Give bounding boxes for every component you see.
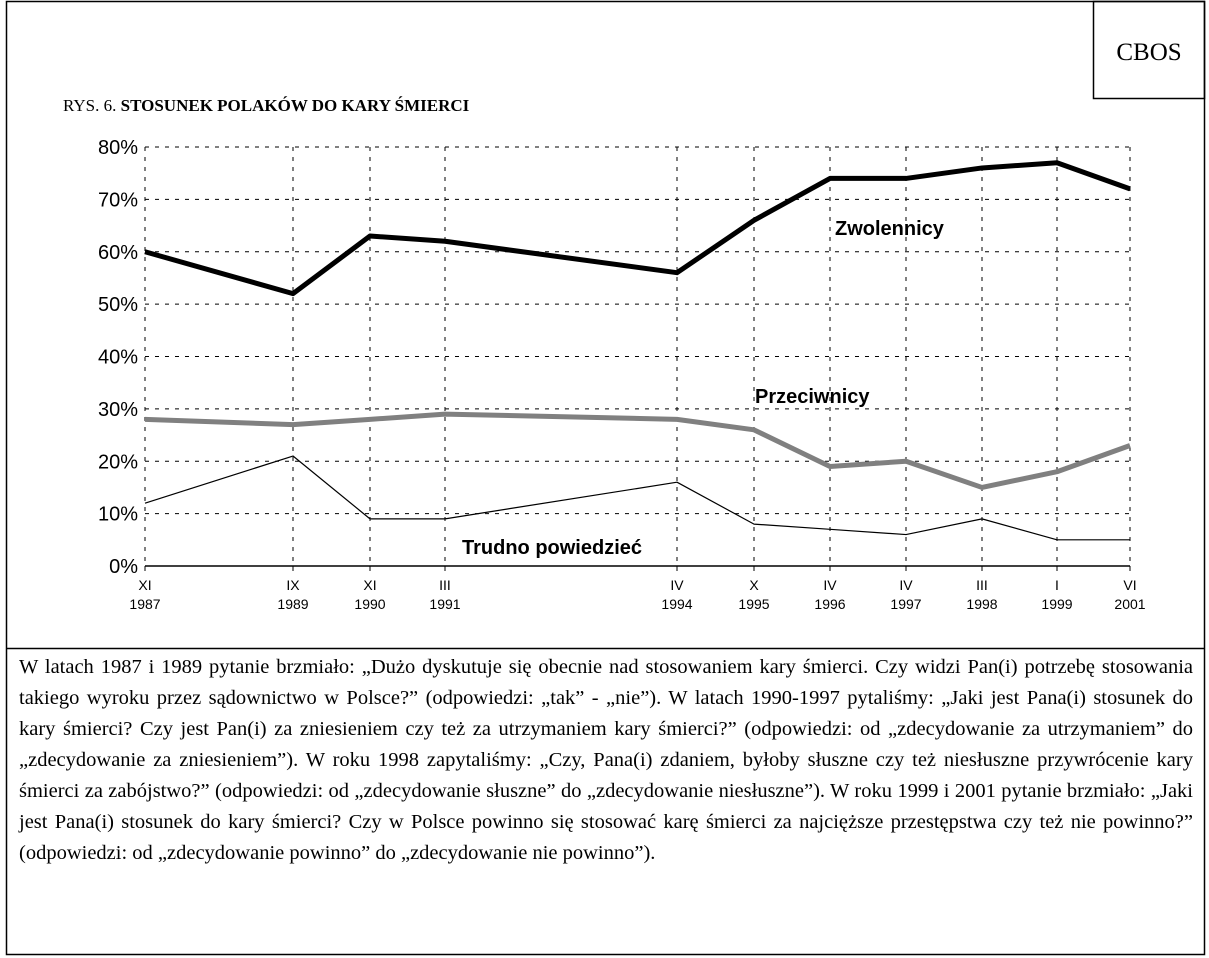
y-tick-label: 10%	[98, 504, 138, 526]
x-tick-year: 1998	[966, 596, 997, 612]
x-tick-year: 1987	[129, 596, 160, 612]
y-tick-label: 0%	[109, 556, 138, 578]
y-tick-label: 80%	[98, 137, 138, 159]
x-tick-year: 1990	[354, 596, 385, 612]
x-tick-month: III	[439, 577, 451, 593]
x-tick-year: 1994	[661, 596, 692, 612]
y-tick-label: 30%	[98, 399, 138, 421]
x-tick-month: IV	[823, 577, 837, 593]
x-tick-year: 1996	[814, 596, 845, 612]
x-tick-month: XI	[138, 577, 151, 593]
note: W latach 1987 i 1989 pytanie brzmiało: „…	[19, 656, 1193, 864]
logo: CBOS	[1116, 39, 1181, 66]
x-tick-month: XI	[363, 577, 376, 593]
y-tick-label: 40%	[98, 347, 138, 369]
figure-label: RYS. 6.	[63, 96, 116, 115]
x-tick-month: I	[1055, 577, 1059, 593]
series-line	[144, 455, 1130, 541]
series-label: Trudno powiedzieć	[462, 537, 642, 559]
x-tick-year: 1991	[429, 596, 460, 612]
series-label: Przeciwnicy	[755, 386, 870, 408]
title: STOSUNEK POLAKÓW DO KARY ŚMIERCI	[121, 96, 470, 115]
x-tick-year: 1989	[277, 596, 308, 612]
x-tick-month: IV	[899, 577, 913, 593]
chart-title: RYS. 6. STOSUNEK POLAKÓW DO KARY ŚMIERCI	[63, 96, 470, 115]
x-tick-year: 2001	[1114, 596, 1145, 612]
x-tick-year: 1997	[890, 596, 921, 612]
x-tick-month: IV	[670, 577, 684, 593]
y-tick-label: 50%	[98, 294, 138, 316]
y-tick-label: 20%	[98, 451, 138, 473]
x-tick-month: IX	[286, 577, 300, 593]
series-line	[144, 160, 1131, 297]
y-tick-label: 70%	[98, 189, 138, 211]
logo-box	[1092, 0, 1206, 100]
x-tick-month: III	[976, 577, 988, 593]
x-tick-year: 1995	[738, 596, 769, 612]
series-label: Zwolennicy	[835, 218, 945, 240]
y-tick-label: 60%	[98, 242, 138, 264]
x-tick-year: 1999	[1041, 596, 1072, 612]
x-tick-month: X	[749, 577, 759, 593]
frame	[5, 0, 1206, 956]
series-line	[144, 411, 1131, 490]
x-tick-month: VI	[1123, 577, 1136, 593]
